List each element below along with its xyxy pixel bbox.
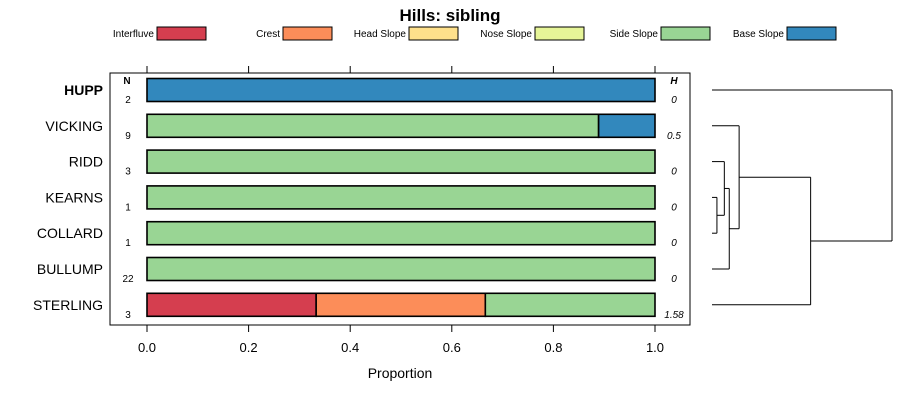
row-label-ridd: RIDD bbox=[69, 154, 103, 170]
n-value-collard: 1 bbox=[125, 238, 131, 249]
chart-title: Hills: sibling bbox=[399, 6, 500, 25]
row-label-kearns: KEARNS bbox=[45, 189, 103, 205]
n-value-vicking: 9 bbox=[125, 131, 131, 142]
x-tick-label-1: 0.2 bbox=[240, 340, 258, 355]
h-column-header: H bbox=[670, 76, 678, 87]
n-value-sterling: 3 bbox=[125, 310, 131, 321]
h-value-bullump: 0 bbox=[671, 274, 677, 285]
bar-segment-vicking-4 bbox=[146, 113, 600, 139]
row-label-hupp: HUPP bbox=[64, 82, 103, 98]
row-label-collard: COLLARD bbox=[37, 225, 103, 241]
plot-frame bbox=[109, 72, 691, 326]
h-value-kearns: 0 bbox=[671, 202, 677, 213]
legend-label-2: Head Slope bbox=[354, 29, 407, 40]
dendrogram bbox=[712, 89, 893, 306]
legend-label-4: Side Slope bbox=[610, 29, 659, 40]
row-labels: HUPP 2 0 VICKING 9 0.5 RIDD 3 0 KEARNS 1 0 COLLARD 1 0… bbox=[33, 82, 684, 321]
bar-segment-collard-4 bbox=[146, 220, 656, 246]
n-value-ridd: 3 bbox=[125, 167, 131, 178]
bar-segment-bullump-4 bbox=[146, 256, 656, 282]
h-value-vicking: 0.5 bbox=[667, 131, 681, 142]
x-tick-label-4: 0.8 bbox=[544, 340, 562, 355]
legend-label-5: Base Slope bbox=[733, 29, 785, 40]
bar-segment-ridd-4 bbox=[146, 149, 656, 174]
x-tick-label-2: 0.4 bbox=[341, 340, 359, 355]
bar-segment-sterling-4 bbox=[484, 292, 656, 318]
n-value-hupp: 2 bbox=[125, 95, 131, 106]
row-label-sterling: STERLING bbox=[33, 297, 103, 313]
legend-label-1: Crest bbox=[256, 29, 280, 40]
row-label-bullump: BULLUMP bbox=[37, 261, 103, 277]
x-axis: 0.0 0.2 0.4 0.6 0.8 1.0 bbox=[138, 325, 664, 355]
x-tick-label-5: 1.0 bbox=[646, 340, 664, 355]
bar-segment-hupp-5 bbox=[146, 77, 656, 103]
bar-segment-sterling-1 bbox=[315, 292, 487, 318]
bar-segment-vicking-5 bbox=[597, 113, 656, 139]
top-axis-ticks bbox=[146, 66, 656, 73]
legend-swatch-1 bbox=[282, 26, 333, 41]
legend-swatch-5 bbox=[786, 26, 837, 41]
legend-swatch-2 bbox=[408, 26, 459, 41]
legend: Interfluve Crest Head Slope Nose Slope Side … bbox=[113, 26, 837, 41]
n-column-header: N bbox=[123, 76, 130, 87]
h-value-hupp: 0 bbox=[671, 95, 677, 106]
legend-label-0: Interfluve bbox=[113, 29, 155, 40]
h-value-sterling: 1.58 bbox=[664, 310, 684, 321]
legend-swatch-0 bbox=[156, 26, 207, 41]
legend-swatch-3 bbox=[534, 26, 585, 41]
h-value-ridd: 0 bbox=[671, 167, 677, 178]
bars bbox=[146, 77, 656, 318]
row-label-vicking: VICKING bbox=[45, 118, 103, 134]
x-axis-label: Proportion bbox=[368, 365, 433, 381]
x-tick-label-3: 0.6 bbox=[443, 340, 461, 355]
n-value-kearns: 1 bbox=[125, 202, 131, 213]
x-tick-label-0: 0.0 bbox=[138, 340, 156, 355]
bar-segment-kearns-4 bbox=[146, 185, 656, 210]
n-value-bullump: 22 bbox=[122, 274, 134, 285]
legend-label-3: Nose Slope bbox=[480, 29, 532, 40]
bar-segment-sterling-0 bbox=[146, 292, 317, 318]
legend-swatch-4 bbox=[660, 26, 711, 41]
h-value-collard: 0 bbox=[671, 238, 677, 249]
